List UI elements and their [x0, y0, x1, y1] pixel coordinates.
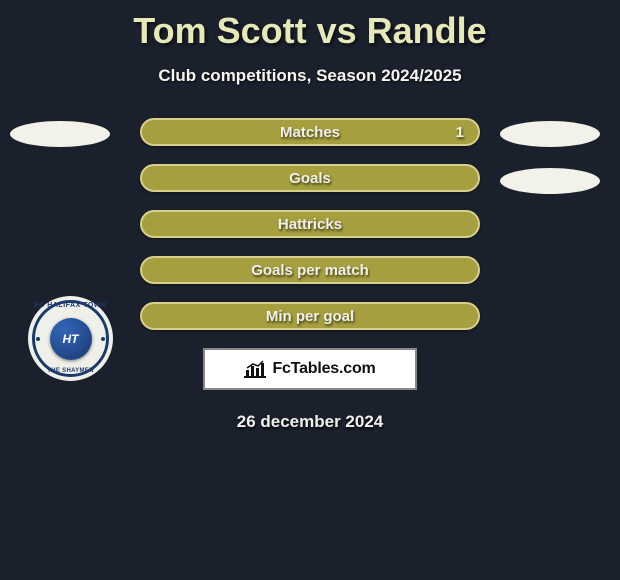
stat-label: Matches: [280, 124, 340, 141]
club-logo-bottom-text: THE SHAYMEN: [28, 368, 113, 374]
stat-pill: Matches 1: [140, 118, 480, 146]
brand-text: FcTables.com: [272, 360, 375, 378]
stat-pill: Min per goal: [140, 302, 480, 330]
stat-pill: Hattricks: [140, 210, 480, 238]
comparison-subtitle: Club competitions, Season 2024/2025: [0, 66, 620, 86]
stat-label: Hattricks: [278, 216, 342, 233]
chart-icon: [244, 360, 266, 378]
stat-row-hattricks: Hattricks: [0, 210, 620, 238]
snapshot-date: 26 december 2024: [0, 412, 620, 432]
stat-row-goals-per-match: Goals per match: [0, 256, 620, 284]
stat-row-matches: Matches 1: [0, 118, 620, 146]
stat-label: Min per goal: [266, 308, 354, 325]
stat-pill: Goals per match: [140, 256, 480, 284]
stat-label: Goals per match: [251, 262, 369, 279]
stats-section: FC HALIFAX TOWN HT THE SHAYMEN Matches 1…: [0, 118, 620, 330]
brand-attribution: FcTables.com: [203, 348, 417, 390]
comparison-title: Tom Scott vs Randle: [0, 0, 620, 52]
stat-right-value: 1: [456, 124, 464, 141]
stat-row-goals: Goals: [0, 164, 620, 192]
stat-row-min-per-goal: Min per goal: [0, 302, 620, 330]
stat-label: Goals: [289, 170, 331, 187]
stat-pill: Goals: [140, 164, 480, 192]
